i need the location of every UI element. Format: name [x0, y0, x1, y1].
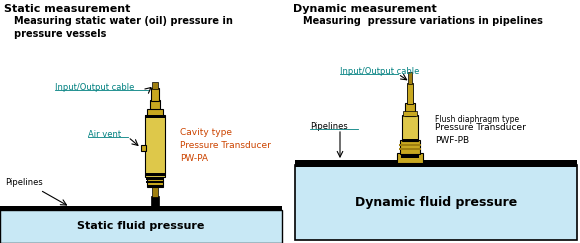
Bar [295, 160, 577, 167]
Bar [400, 140, 420, 154]
Text: Pipelines: Pipelines [5, 178, 43, 187]
Bar [402, 139, 418, 141]
Bar [399, 148, 421, 149]
Bar [147, 109, 163, 116]
Bar [403, 111, 417, 116]
Text: Pressure Transducer
PWF-PB: Pressure Transducer PWF-PB [435, 123, 526, 145]
Bar [147, 175, 163, 187]
Bar [397, 153, 423, 163]
Text: Input/Output cable: Input/Output cable [340, 67, 419, 76]
Text: Cavity type
Pressure Transducer
PW-PA: Cavity type Pressure Transducer PW-PA [180, 128, 271, 163]
Bar [145, 115, 165, 177]
Bar [145, 173, 165, 176]
Bar [141, 145, 146, 151]
Text: Air vent: Air vent [88, 130, 121, 139]
Bar [146, 178, 164, 180]
Bar [152, 186, 158, 197]
Bar [146, 181, 164, 182]
Text: Flush diaphragm type: Flush diaphragm type [435, 115, 519, 124]
Text: Dynamic measurement: Dynamic measurement [293, 4, 437, 14]
Bar [147, 185, 163, 187]
Bar [0, 210, 282, 243]
Bar [399, 144, 421, 146]
Bar [151, 88, 159, 101]
Bar [407, 83, 413, 104]
Bar [402, 115, 418, 141]
Text: Pipelines: Pipelines [310, 122, 348, 131]
Text: Measuring  pressure variations in pipelines: Measuring pressure variations in pipelin… [303, 16, 543, 26]
Bar [151, 196, 159, 207]
Bar [152, 82, 158, 89]
Bar [150, 100, 160, 116]
Bar [295, 165, 577, 240]
Bar [148, 112, 162, 117]
Text: Measuring static water (oil) pressure in
pressure vessels: Measuring static water (oil) pressure in… [14, 16, 233, 39]
Text: Input/Output cable: Input/Output cable [55, 83, 135, 92]
Bar [405, 103, 415, 116]
Bar [145, 115, 165, 118]
Bar [408, 72, 412, 84]
Text: Static fluid pressure: Static fluid pressure [77, 221, 205, 231]
Bar [0, 206, 282, 211]
Bar [401, 155, 419, 158]
Text: Dynamic fluid pressure: Dynamic fluid pressure [355, 196, 517, 208]
Text: Static measurement: Static measurement [4, 4, 130, 14]
